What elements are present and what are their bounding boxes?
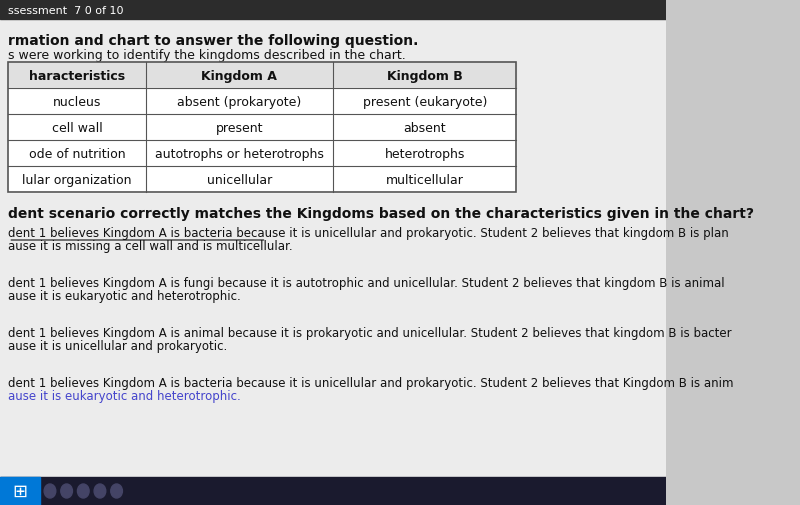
Bar (8, 167, 516, 192)
Text: lular organization: lular organization (22, 173, 132, 186)
Circle shape (78, 484, 89, 498)
Bar (8, 63, 516, 192)
Circle shape (61, 484, 73, 498)
Bar (0, 0, 666, 20)
Text: ause it is unicellular and prokaryotic.: ause it is unicellular and prokaryotic. (8, 339, 227, 352)
Text: present (eukaryote): present (eukaryote) (362, 95, 487, 108)
Text: absent: absent (403, 121, 446, 134)
Text: ode of nutrition: ode of nutrition (29, 147, 126, 160)
Text: ⊞: ⊞ (13, 482, 27, 500)
Text: heterotrophs: heterotrophs (385, 147, 465, 160)
Text: dent 1 believes Kingdom A is animal because it is prokaryotic and unicellular. S: dent 1 believes Kingdom A is animal beca… (8, 326, 732, 339)
Bar (0, 477, 666, 505)
Bar (8, 89, 516, 115)
Text: autotrophs or heterotrophs: autotrophs or heterotrophs (155, 147, 324, 160)
Bar (8, 63, 516, 89)
Text: haracteristics: haracteristics (29, 69, 125, 82)
Bar (0, 477, 40, 505)
Text: Kingdom B: Kingdom B (387, 69, 462, 82)
Text: Kingdom A: Kingdom A (202, 69, 278, 82)
Circle shape (44, 484, 56, 498)
Text: cell wall: cell wall (52, 121, 102, 134)
Text: ause it is eukaryotic and heterotrophic.: ause it is eukaryotic and heterotrophic. (8, 289, 241, 302)
Text: nucleus: nucleus (53, 95, 102, 108)
Text: dent scenario correctly matches the Kingdoms based on the characteristics given : dent scenario correctly matches the King… (8, 207, 754, 221)
Circle shape (110, 484, 122, 498)
Text: rmation and chart to answer the following question.: rmation and chart to answer the followin… (8, 34, 418, 48)
Text: dent 1 believes Kingdom A is bacteria because it is unicellular and prokaryotic.: dent 1 believes Kingdom A is bacteria be… (8, 376, 734, 389)
Text: s were working to identify the kingdoms described in the chart.: s were working to identify the kingdoms … (8, 49, 406, 62)
Text: present: present (216, 121, 263, 134)
Text: ause it is missing a cell wall and is multicellular.: ause it is missing a cell wall and is mu… (8, 239, 293, 252)
Text: multicellular: multicellular (386, 173, 464, 186)
Circle shape (94, 484, 106, 498)
Text: ause it is eukaryotic and heterotrophic.: ause it is eukaryotic and heterotrophic. (8, 389, 241, 402)
Text: absent (prokaryote): absent (prokaryote) (178, 95, 302, 108)
Text: dent 1 believes Kingdom A is fungi because it is autotrophic and unicellular. St: dent 1 believes Kingdom A is fungi becau… (8, 276, 725, 289)
Text: unicellular: unicellular (207, 173, 272, 186)
Text: dent 1 believes Kingdom A is bacteria because it is unicellular and prokaryotic.: dent 1 believes Kingdom A is bacteria be… (8, 227, 729, 239)
Bar (8, 141, 516, 167)
Text: ssessment  7 0 of 10: ssessment 7 0 of 10 (8, 6, 124, 16)
Bar (8, 115, 516, 141)
